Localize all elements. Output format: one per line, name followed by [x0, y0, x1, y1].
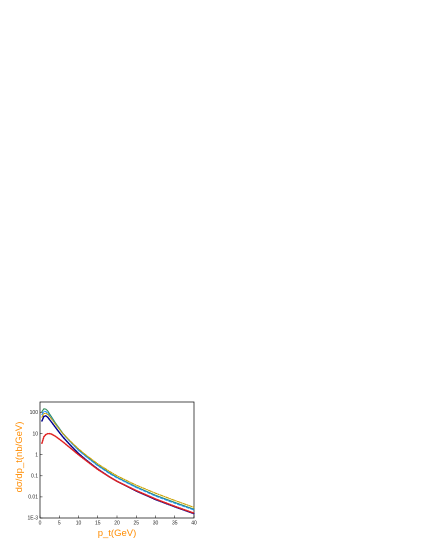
y-axis-title: dσ/dp_t(nb/GeV)	[14, 422, 25, 493]
series-line-3	[41, 412, 195, 508]
series-layer	[41, 408, 195, 515]
x-tick-label: 30	[153, 521, 159, 527]
x-tick-label: 15	[95, 521, 101, 527]
series-line-5	[41, 432, 195, 514]
x-tick-label: 10	[76, 521, 82, 527]
y-tick-label: 10	[32, 431, 38, 437]
x-tick-label: 40	[191, 521, 197, 527]
series-line-2	[41, 410, 195, 511]
y-tick-label: 1E-3	[27, 516, 38, 522]
tick-layer: 0 5 10 15 20 25 30 35 40 1E-3 0.01 0.1 1 10 100	[27, 410, 197, 526]
x-tick-label: 20	[114, 521, 120, 527]
x-tick-label: 5	[58, 521, 61, 527]
x-tick-label: 35	[172, 521, 178, 527]
y-tick-label: 0.1	[31, 474, 38, 480]
x-axis-title: p_t(GeV)	[98, 528, 137, 539]
x-tick-label: 25	[133, 521, 139, 527]
y-tick-label: 100	[30, 410, 39, 416]
y-tick-label: 0.01	[28, 495, 38, 501]
series-line-1	[41, 408, 195, 510]
y-tick-label: 1	[35, 452, 38, 458]
x-tick-label: 0	[39, 521, 42, 527]
